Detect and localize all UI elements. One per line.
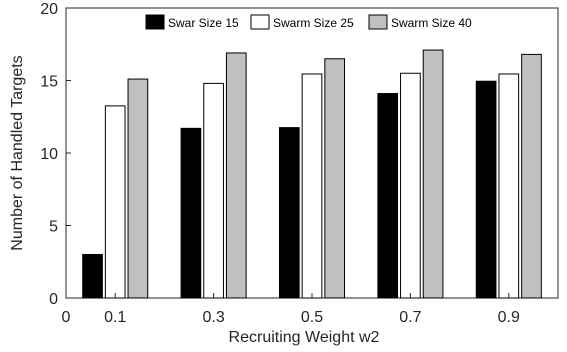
legend-label-2: Swarm Size 25 (273, 16, 354, 30)
y-tick-label: 15 (40, 74, 58, 91)
legend-swatch-3 (368, 14, 388, 30)
bar-3-0.3 (225, 52, 247, 299)
bar-3-0.7 (422, 49, 444, 299)
bar-2-0.3 (203, 82, 224, 299)
x-tick-label: 0.5 (301, 309, 323, 326)
bar-2-0.9 (498, 73, 520, 299)
y-tick-label: 10 (40, 146, 58, 163)
bar-2-0.5 (301, 73, 323, 299)
x-tick-label: 0.9 (498, 309, 520, 326)
bar-1-0.7 (377, 93, 399, 299)
x-axis-ticks: 0 0.1 0.3 0.5 0.7 0.9 (62, 293, 520, 326)
bar-2-0.1 (104, 105, 126, 299)
legend-swatch-2 (250, 14, 270, 30)
y-axis-ticks: 0 5 10 15 20 (40, 1, 71, 308)
bar-3-0.1 (127, 78, 149, 299)
bar-1-0.3 (180, 127, 202, 299)
x-tick-label: 0.7 (399, 309, 421, 326)
bars-layer (82, 49, 542, 299)
bar-1-0.9 (475, 80, 497, 299)
bar-1-0.1 (82, 254, 103, 299)
x-tick-label: 0.3 (202, 309, 224, 326)
y-tick-label: 20 (40, 1, 58, 18)
bar-3-0.5 (324, 58, 346, 299)
y-tick-label: 5 (49, 219, 58, 236)
y-tick-label: 0 (49, 291, 58, 308)
legend-swatch-1 (145, 14, 165, 30)
x-tick-label: 0 (62, 309, 71, 326)
bar-3-0.9 (521, 53, 542, 299)
x-axis-label: Recruiting Weight w2 (229, 329, 380, 346)
legend: Swar Size 15 Swarm Size 25 Swarm Size 40 (138, 12, 488, 32)
legend-label-3: Swarm Size 40 (391, 16, 472, 30)
legend-label-1: Swar Size 15 (168, 16, 239, 30)
legend-box (138, 12, 488, 32)
bar-1-0.5 (278, 127, 300, 299)
bar-2-0.7 (400, 72, 421, 299)
x-tick-label: 0.1 (104, 309, 126, 326)
y-axis-label: Number of Handled Targets (9, 55, 26, 250)
